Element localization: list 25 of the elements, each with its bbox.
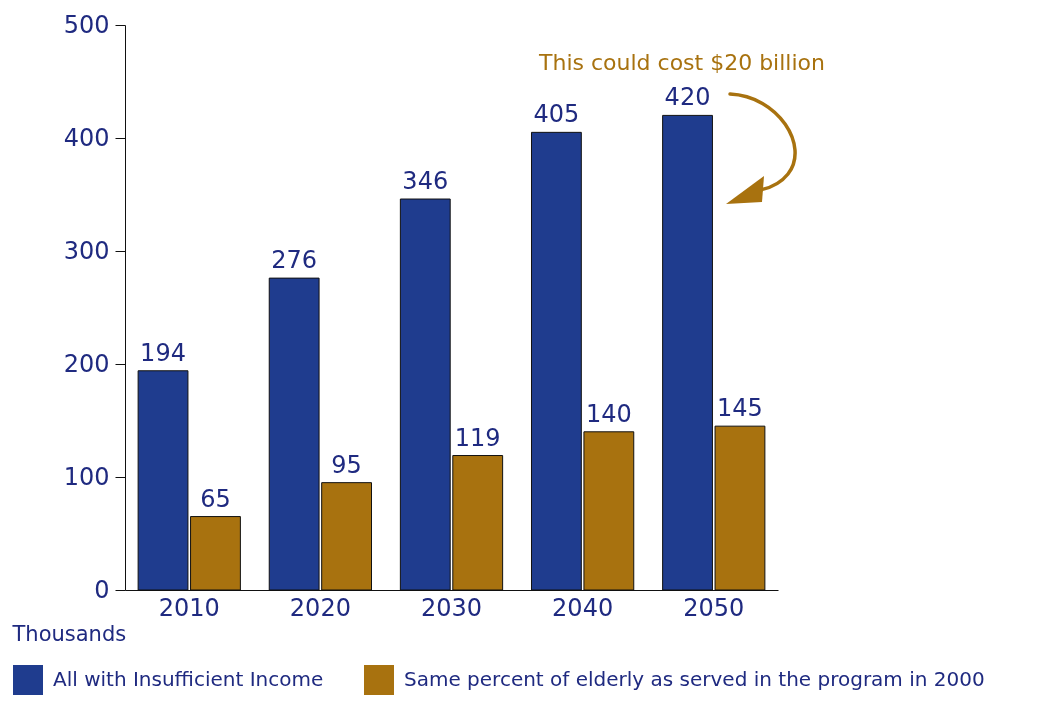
data-label: 65 (200, 484, 231, 513)
x-tick-label: 2030 (420, 593, 483, 622)
data-label: 276 (271, 246, 318, 275)
x-tick-label: 2040 (552, 593, 614, 622)
x-tick-label: 2010 (158, 593, 220, 622)
data-label: 145 (717, 394, 763, 423)
data-label: 140 (585, 399, 632, 428)
x-tick-label: 2020 (289, 593, 351, 622)
data-label: 194 (140, 338, 186, 367)
x-tick-label: 2050 (683, 593, 745, 622)
data-label: 420 (664, 83, 711, 112)
annotation: This could cost $20 billion (538, 50, 825, 75)
data-label: 95 (331, 450, 362, 479)
legend-label: Same percent of elderly as served in the program in 2000 (404, 667, 985, 691)
y-tick-label: 200 (63, 349, 110, 378)
data-label: 405 (533, 100, 580, 129)
y-tick-label: 300 (63, 236, 110, 265)
y-tick-label: 500 (63, 10, 110, 39)
legend-label: All with Insufficient Income (53, 667, 324, 691)
y-tick-label: 100 (63, 462, 110, 491)
data-label: 119 (454, 423, 501, 452)
data-label: 346 (402, 167, 449, 196)
y-axis-title: Thousands (11, 621, 127, 646)
y-tick-label: 400 (63, 123, 110, 152)
y-tick-label: 0 (94, 575, 110, 604)
